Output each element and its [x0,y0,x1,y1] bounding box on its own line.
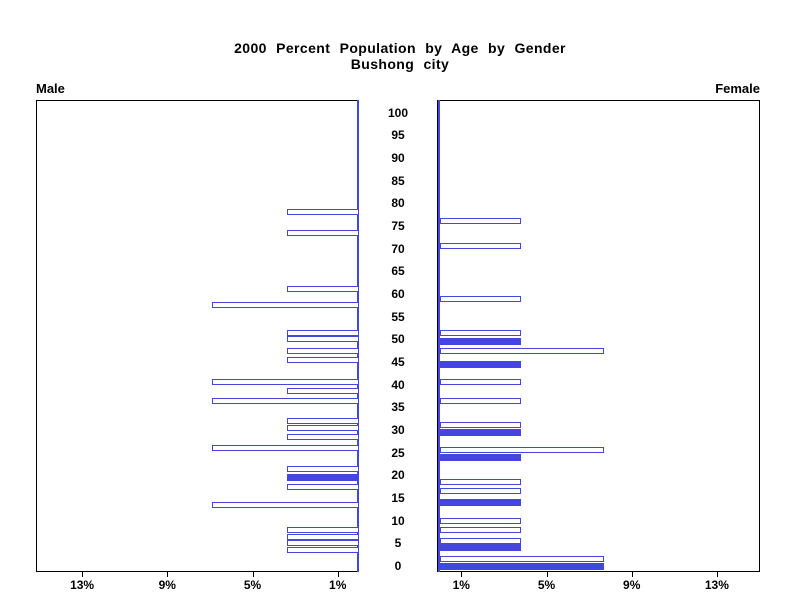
bar-male-age-3.5 [287,547,359,553]
bar-female-age-49.5 [440,338,521,345]
age-tick-label: 5 [394,536,402,551]
male-pct-tick-label: 1% [329,578,347,592]
bar-female-age-29.5 [440,429,521,436]
female-pct-tick-label: 9% [623,578,641,592]
female-pct-tick [716,572,718,577]
bar-female-age-5.5 [440,538,521,544]
bar-female-age-70.5 [440,243,521,249]
male-pct-tick [167,572,169,577]
bar-male-age-47.5 [287,348,359,354]
bar-female-age-36.5 [440,398,521,404]
male-pct-tick-label: 13% [70,578,95,592]
age-tick-label: 50 [391,332,405,347]
bar-female-age-18.5 [440,479,521,485]
female-zero-axis [438,100,440,572]
age-tick-label: 100 [387,105,409,120]
age-tick-label: 45 [391,355,405,369]
male-pct-tick [252,572,254,577]
age-tick-label: 10 [391,513,405,528]
bar-male-age-50 [287,336,359,342]
bar-female-age-47.5 [440,348,604,354]
bar-female-age-25.5 [440,447,604,453]
bar-male-age-51.5 [287,330,359,336]
bar-male-age-57.5 [212,302,359,308]
bar-female-age-0 [440,563,604,570]
age-tick-label: 70 [391,241,405,256]
bar-female-age-10 [440,518,521,524]
bar-female-age-1.5 [440,556,604,562]
chart-subtitle: Bushong city [350,56,450,72]
bar-male-age-61 [287,286,359,292]
bar-female-age-16.5 [440,488,521,494]
female-pct-tick [461,572,463,577]
female-pct-tick-label: 5% [537,578,556,592]
bar-female-age-44.5 [440,361,521,368]
bar-female-age-40.5 [440,379,521,385]
bar-female-age-24 [440,454,521,461]
age-tick-label: 55 [391,309,405,324]
bar-male-age-17.5 [287,484,359,490]
bar-female-age-14 [440,499,521,506]
bar-male-age-13.5 [212,502,359,508]
age-tick-label: 85 [391,173,405,188]
bar-male-age-6.5 [287,534,359,540]
male-pct-tick [337,572,339,577]
male-panel-label: Male [36,81,65,96]
age-tick-label: 65 [391,264,405,279]
bar-male-age-45.5 [287,357,359,363]
age-tick-label: 0 [394,559,402,573]
bar-male-age-38.5 [287,388,359,394]
bar-male-age-8 [287,527,359,533]
male-pct-tick [82,572,84,577]
bar-male-age-5 [287,540,359,546]
bar-female-age-31 [440,422,521,428]
bar-female-age-59 [440,296,521,302]
chart-title: 2000 Percent Population by Age by Gender [234,40,566,56]
age-tick-label: 90 [391,151,405,166]
bar-female-age-8 [440,527,521,533]
bar-male-age-73.5 [287,230,359,236]
age-tick-label: 75 [391,219,405,234]
female-pct-tick [631,572,633,577]
bar-female-age-76 [440,218,521,224]
age-tick-label: 30 [391,423,405,437]
age-tick-label: 60 [391,287,405,302]
bar-male-age-30.5 [287,425,359,431]
bar-male-age-32 [287,418,359,424]
bar-male-age-19.5 [287,474,359,481]
age-tick-label: 35 [391,400,405,415]
bar-male-age-36.5 [212,398,359,404]
bar-male-age-40.5 [212,379,359,385]
age-tick-label: 15 [391,491,405,505]
age-tick-label: 80 [391,196,405,211]
age-tick-label: 20 [391,468,405,483]
bar-male-age-26 [212,445,359,451]
bar-male-age-78 [287,209,359,215]
female-pct-tick-label: 13% [704,578,729,592]
female-pct-tick [546,572,548,577]
female-panel-label: Female [715,81,760,96]
age-tick-label: 95 [391,128,405,143]
bar-female-age-51.5 [440,330,521,336]
bar-male-age-21.5 [287,466,359,472]
bar-male-age-28.5 [287,434,359,440]
bar-female-age-4 [440,544,521,551]
female-pct-tick-label: 1% [452,578,470,592]
male-pct-tick-label: 9% [158,578,176,592]
age-tick-label: 40 [391,377,405,392]
age-tick-label: 25 [391,445,405,460]
male-pct-tick-label: 5% [243,578,262,592]
